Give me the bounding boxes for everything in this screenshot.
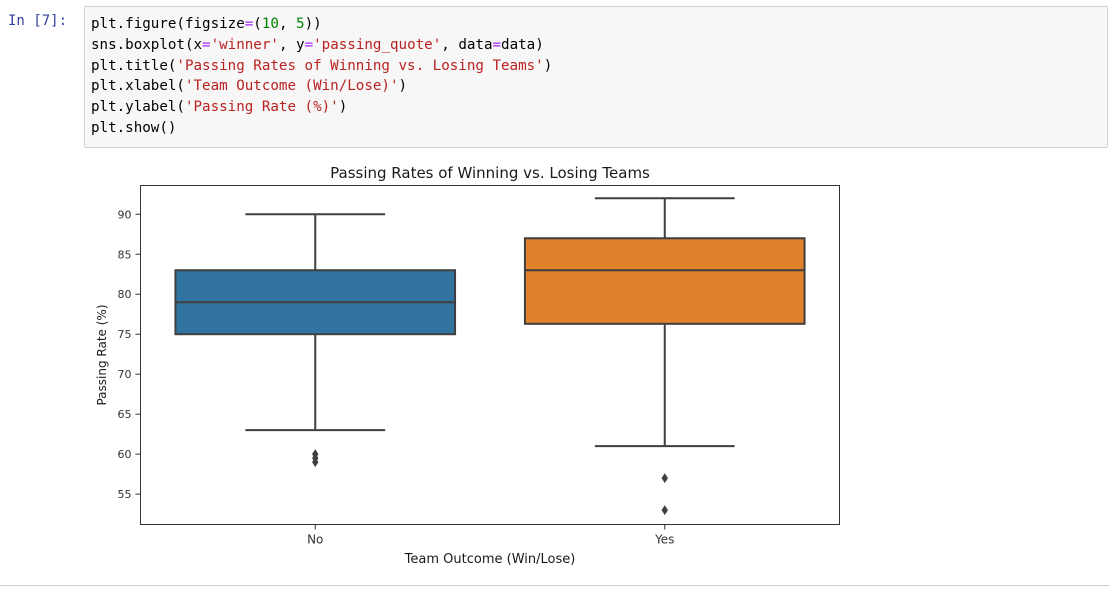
code-token: =	[304, 36, 314, 53]
code-token: plt.figure(figsize	[91, 16, 245, 32]
x-tick-label: Yes	[654, 533, 674, 547]
cell-output: 55 60 65 70 75 80 85 90 No Yes Passing Rates of …	[84, 150, 1108, 580]
y-tick-label: 65	[118, 408, 132, 421]
code-editor[interactable]: plt.figure(figsize=(10, 5)) sns.boxplot(x…	[84, 6, 1108, 148]
code-token: )	[338, 99, 348, 116]
code-token: ,	[278, 16, 297, 32]
y-tick-label: 75	[118, 328, 132, 341]
code-token: 'winner'	[210, 36, 279, 53]
y-tick-label: 60	[118, 448, 132, 461]
code-token: 'Passing Rates of Winning vs. Losing Tea…	[176, 57, 544, 74]
y-tick-label: 55	[118, 488, 132, 501]
code-token: plt.show()	[91, 120, 177, 136]
x-tick-label: No	[307, 533, 323, 547]
y-tick-label: 70	[118, 368, 132, 381]
code-token: 10	[261, 16, 279, 32]
cell-divider	[0, 585, 1109, 586]
code-token: plt.title(	[91, 57, 177, 74]
code-token: plt.xlabel(	[91, 78, 185, 95]
box-no	[174, 213, 457, 468]
code-token: )	[543, 57, 553, 74]
input-prompt: In [7]:	[8, 13, 68, 29]
code-token: =	[202, 36, 211, 53]
code-token: )	[398, 78, 408, 95]
code-line: plt.figure(figsize=(10, 5))	[91, 14, 322, 35]
code-line: plt.title('Passing Rates of Winning vs. …	[91, 56, 552, 77]
y-axis-label: Passing Rate (%)	[95, 304, 109, 405]
box-iqr	[523, 237, 806, 325]
code-token: 'Passing Rate (%)'	[184, 99, 339, 116]
boxplot-chart: 55 60 65 70 75 80 85 90 No Yes Passing Rates of …	[95, 164, 840, 567]
code-line: plt.show()	[91, 118, 176, 139]
code-token: , data	[441, 36, 493, 53]
code-token: 'passing_quote'	[313, 36, 442, 53]
code-token: plt.ylabel(	[91, 99, 185, 116]
code-line: sns.boxplot(x='winner', y='passing_quote…	[91, 35, 544, 56]
code-token: , y	[278, 36, 305, 53]
code-token: 5	[296, 16, 305, 32]
code-token: sns.boxplot(x	[91, 36, 203, 53]
code-line: plt.ylabel('Passing Rate (%)')	[91, 97, 347, 118]
code-token: =	[492, 36, 502, 53]
outlier-point	[661, 473, 668, 484]
code-token: =	[244, 16, 254, 32]
code-token: 'Team Outcome (Win/Lose)'	[184, 78, 399, 95]
code-token: (	[253, 16, 262, 32]
y-tick-label: 90	[118, 208, 132, 221]
y-tick-label: 80	[118, 288, 132, 301]
code-line: plt.xlabel('Team Outcome (Win/Lose)')	[91, 76, 407, 97]
code-token: ))	[304, 16, 322, 32]
code-token: data)	[501, 36, 544, 53]
box-yes	[523, 197, 806, 516]
y-tick-label: 85	[118, 248, 132, 261]
outlier-point	[312, 457, 319, 468]
x-axis-label: Team Outcome (Win/Lose)	[404, 552, 576, 567]
plot-area	[140, 185, 840, 525]
chart-title: Passing Rates of Winning vs. Losing Team…	[330, 164, 650, 182]
outlier-point	[661, 505, 668, 516]
